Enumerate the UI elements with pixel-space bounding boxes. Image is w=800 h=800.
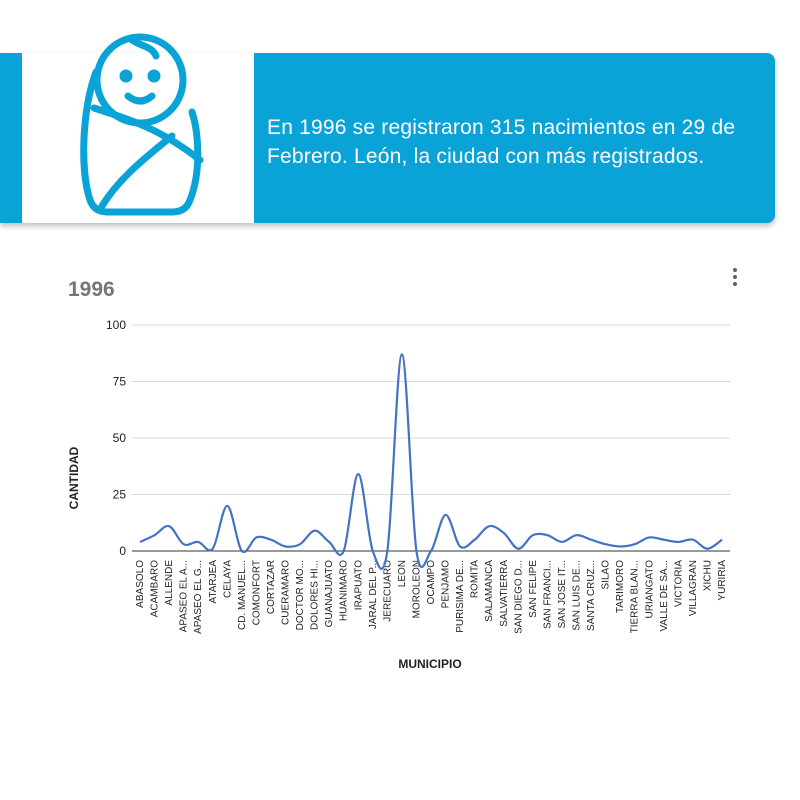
y-tick-label: 50 (113, 431, 127, 445)
banner-text: En 1996 se registraron 315 nacimientos e… (267, 116, 736, 168)
y-tick-labels: 0 25 50 75 100 (106, 318, 126, 558)
x-tick-label: SALVATIERRA (499, 560, 510, 627)
x-tick-label: CORTAZAR (266, 560, 277, 614)
x-tick-label: CELAYA (222, 560, 233, 598)
x-tick-label: HUANIMARO (339, 560, 350, 621)
x-tick-label: COMONFORT (251, 560, 262, 625)
x-tick-label: GUANAJUATO (324, 560, 335, 628)
icon-box (22, 53, 254, 223)
x-tick-label: TIERRA BLAN... (630, 560, 641, 633)
x-tick-label: VICTORIA (673, 560, 684, 607)
more-vert-icon[interactable] (728, 266, 742, 290)
x-tick-label: LEON (397, 560, 408, 587)
x-tick-label: CD. MANUEL... (237, 560, 248, 630)
x-tick-label: URIANGATO (644, 560, 655, 619)
chart-title: 1996 (68, 278, 115, 301)
x-tick-label: SAN LUIS DE... (572, 560, 583, 631)
y-tick-label: 0 (119, 544, 126, 558)
series-line (139, 353, 723, 570)
x-tick-label: IRAPUATO (353, 560, 364, 610)
x-tick-label: DOCTOR MO... (295, 560, 306, 630)
x-tick-label: SILAO (601, 560, 612, 590)
info-banner: En 1996 se registraron 315 nacimientos e… (0, 53, 775, 223)
x-tick-label: VALLE DE SA... (659, 560, 670, 632)
x-tick-label: ABASOLO (135, 560, 146, 608)
x-tick-label: ACAMBARO (150, 560, 161, 617)
x-tick-label: PENJAMO (441, 560, 452, 609)
x-tick-label: VILLAGRAN (688, 560, 699, 616)
x-tick-label: MOROLEON (411, 560, 422, 618)
y-axis-label: CANTIDAD (67, 446, 81, 509)
x-tick-label: SANTA CRUZ... (586, 560, 597, 631)
x-tick-label: SALAMANCA (484, 560, 495, 622)
x-tick-label: OCAMPO (426, 560, 437, 605)
y-tick-label: 100 (106, 318, 126, 332)
x-axis-label: MUNICIPIO (398, 657, 461, 671)
line-chart: 0 25 50 75 100 ABASOLO ACAMBARO ALLENDE APASEO … (67, 318, 730, 671)
x-tick-label: XICHU (702, 560, 713, 591)
x-tick-label: APASEO EL A... (179, 560, 190, 632)
x-tick-label: ALLENDE (164, 560, 175, 606)
x-tick-label: JARAL DEL P... (368, 560, 379, 629)
x-tick-label: JERECUARO (382, 560, 393, 622)
x-tick-label: DOLORES HI... (310, 560, 321, 630)
x-tick-label: TARIMORO (615, 560, 626, 613)
x-tick-label: SAN JOSE IT... (557, 560, 568, 628)
x-tick-label: PURISIMA DE... (455, 560, 466, 633)
x-tick-label: SAN FRANCI... (542, 560, 553, 629)
x-tick-labels: ABASOLO ACAMBARO ALLENDE APASEO EL A... APAS… (135, 560, 728, 634)
x-tick-label: ROMITA (470, 560, 481, 598)
x-tick-label: CUERAMARO (281, 560, 292, 625)
swaddled-baby-icon (80, 33, 204, 216)
y-tick-label: 75 (113, 375, 127, 389)
x-tick-label: APASEO EL G... (193, 560, 204, 634)
x-tick-label: ATARJEA (208, 560, 219, 604)
y-tick-label: 25 (113, 488, 127, 502)
x-tick-label: YURIRIA (717, 560, 728, 601)
x-tick-label: SAN FELIPE (528, 560, 539, 618)
x-tick-label: SAN DIEGO D... (513, 560, 524, 634)
